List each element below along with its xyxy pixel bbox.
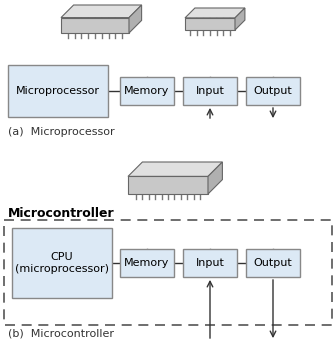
FancyBboxPatch shape — [183, 249, 237, 277]
Polygon shape — [128, 162, 222, 176]
Text: Output: Output — [254, 86, 292, 96]
FancyBboxPatch shape — [120, 249, 174, 277]
FancyBboxPatch shape — [12, 228, 112, 298]
Text: Input: Input — [196, 86, 224, 96]
Polygon shape — [235, 8, 245, 30]
FancyBboxPatch shape — [120, 77, 174, 105]
Polygon shape — [185, 18, 235, 30]
Text: Microprocessor: Microprocessor — [16, 86, 100, 96]
Text: Input: Input — [196, 258, 224, 268]
FancyBboxPatch shape — [246, 77, 300, 105]
Text: (a)  Microprocessor: (a) Microprocessor — [8, 127, 115, 137]
Text: Memory: Memory — [124, 258, 170, 268]
Polygon shape — [128, 176, 208, 194]
FancyBboxPatch shape — [183, 77, 237, 105]
Text: Memory: Memory — [124, 86, 170, 96]
FancyBboxPatch shape — [246, 249, 300, 277]
Polygon shape — [129, 5, 141, 33]
FancyBboxPatch shape — [8, 65, 108, 117]
Text: (b)  Microcontroller: (b) Microcontroller — [8, 329, 114, 339]
Polygon shape — [208, 162, 222, 194]
Polygon shape — [61, 18, 129, 33]
Text: CPU
(microprocessor): CPU (microprocessor) — [15, 252, 109, 274]
Text: Microcontroller: Microcontroller — [8, 207, 115, 220]
Polygon shape — [61, 5, 141, 18]
Text: Output: Output — [254, 258, 292, 268]
Polygon shape — [185, 8, 245, 18]
